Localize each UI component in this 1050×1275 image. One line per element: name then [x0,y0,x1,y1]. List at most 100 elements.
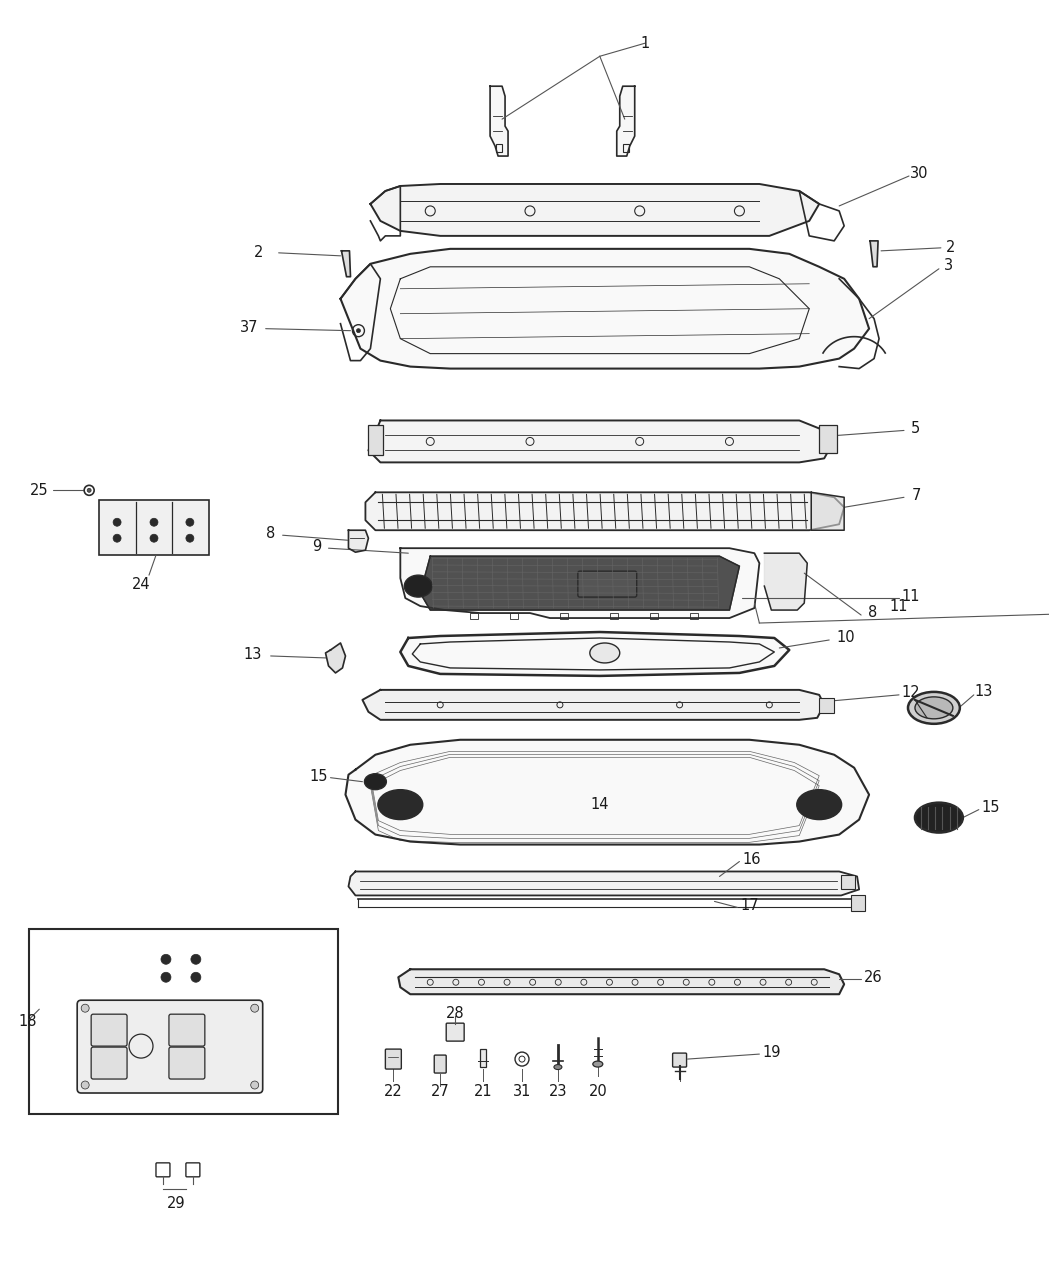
Text: 17: 17 [740,898,759,913]
Text: 29: 29 [167,1196,185,1211]
FancyBboxPatch shape [169,1047,205,1079]
Polygon shape [420,556,739,609]
Circle shape [191,973,201,982]
Text: 10: 10 [837,631,856,645]
Bar [852,895,865,912]
Polygon shape [349,530,369,552]
Ellipse shape [915,803,963,833]
Ellipse shape [364,774,386,789]
Polygon shape [362,690,824,720]
Ellipse shape [593,1061,603,1067]
Text: 20: 20 [588,1084,607,1099]
Text: 23: 23 [549,1084,567,1099]
Text: 8: 8 [266,525,275,541]
Text: 15: 15 [982,801,1000,815]
Polygon shape [349,872,859,895]
FancyBboxPatch shape [446,1023,464,1042]
Bar [496,144,502,152]
Ellipse shape [915,697,952,719]
Text: 7: 7 [911,488,921,502]
Text: 19: 19 [762,1044,780,1060]
Polygon shape [870,241,878,266]
Bar [841,876,855,890]
Text: 27: 27 [430,1084,449,1099]
Bar [650,613,657,620]
Bar [610,613,617,620]
Bar [470,613,478,620]
Polygon shape [398,969,844,994]
Bar [480,1049,486,1067]
Circle shape [161,954,171,964]
Polygon shape [616,87,634,156]
Polygon shape [400,548,759,618]
Circle shape [251,1005,258,1012]
Circle shape [356,329,360,333]
Polygon shape [365,492,844,530]
Bar [510,613,518,620]
Text: 26: 26 [864,970,882,984]
Text: 28: 28 [446,1006,464,1021]
Polygon shape [764,553,807,609]
Circle shape [81,1005,89,1012]
Text: 3: 3 [944,259,953,273]
Bar [819,697,834,713]
Text: 16: 16 [742,852,760,867]
Text: 9: 9 [312,539,321,553]
Text: 24: 24 [131,576,150,592]
Circle shape [150,534,157,542]
Text: 11: 11 [902,589,920,603]
Text: 25: 25 [30,483,48,497]
Bar [623,144,629,152]
Text: 5: 5 [910,421,920,436]
Polygon shape [400,632,790,676]
Ellipse shape [797,789,842,820]
Circle shape [113,518,121,527]
Circle shape [251,1081,258,1089]
Circle shape [186,518,194,527]
FancyBboxPatch shape [673,1053,687,1067]
Text: 12: 12 [902,686,920,700]
Bar [29,929,338,1114]
FancyBboxPatch shape [169,1014,205,1046]
Bar [819,426,837,454]
Text: 13: 13 [974,685,993,700]
Text: 2: 2 [946,241,956,255]
Polygon shape [340,249,869,368]
Text: 8: 8 [868,604,878,620]
Ellipse shape [908,692,960,724]
Polygon shape [326,643,345,673]
Text: 2: 2 [254,245,264,260]
FancyBboxPatch shape [91,1014,127,1046]
Circle shape [161,973,171,982]
Bar [690,613,697,620]
Text: 13: 13 [244,648,261,663]
Text: 15: 15 [310,769,328,784]
Circle shape [87,488,91,492]
Bar [560,613,568,620]
Text: 1: 1 [640,36,649,51]
Polygon shape [371,184,819,236]
Polygon shape [345,740,869,844]
Circle shape [186,534,194,542]
FancyBboxPatch shape [435,1056,446,1074]
Polygon shape [369,421,834,463]
Circle shape [113,534,121,542]
Text: 21: 21 [474,1084,492,1099]
Ellipse shape [590,643,619,663]
FancyBboxPatch shape [578,571,636,597]
Text: 30: 30 [909,166,928,181]
Text: 31: 31 [512,1084,531,1099]
Ellipse shape [554,1065,562,1070]
FancyBboxPatch shape [385,1049,401,1068]
Bar [99,500,209,555]
Bar [369,426,383,455]
Polygon shape [341,251,351,277]
Text: 11: 11 [889,598,908,613]
Circle shape [191,954,201,964]
Circle shape [81,1081,89,1089]
Circle shape [150,518,157,527]
FancyBboxPatch shape [91,1047,127,1079]
Text: 22: 22 [384,1084,403,1099]
Polygon shape [490,87,508,156]
Text: 14: 14 [590,797,609,812]
